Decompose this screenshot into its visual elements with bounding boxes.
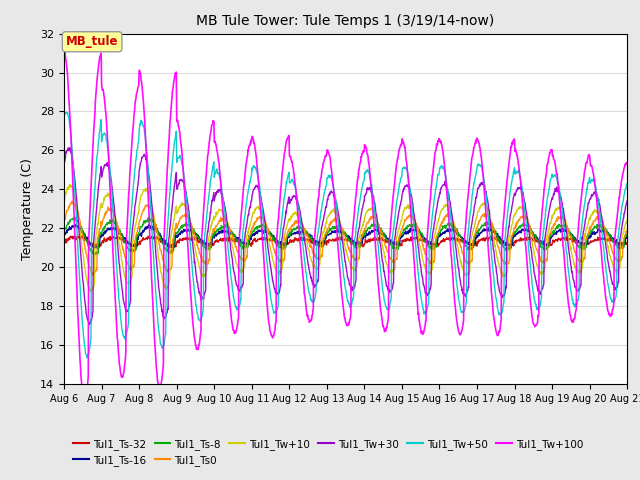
Text: MB_tule: MB_tule: [66, 36, 118, 48]
Title: MB Tule Tower: Tule Temps 1 (3/19/14-now): MB Tule Tower: Tule Temps 1 (3/19/14-now…: [196, 14, 495, 28]
Y-axis label: Temperature (C): Temperature (C): [22, 158, 35, 260]
Legend: Tul1_Ts-32, Tul1_Ts-16, Tul1_Ts-8, Tul1_Ts0, Tul1_Tw+10, Tul1_Tw+30, Tul1_Tw+50,: Tul1_Ts-32, Tul1_Ts-16, Tul1_Ts-8, Tul1_…: [69, 435, 588, 470]
